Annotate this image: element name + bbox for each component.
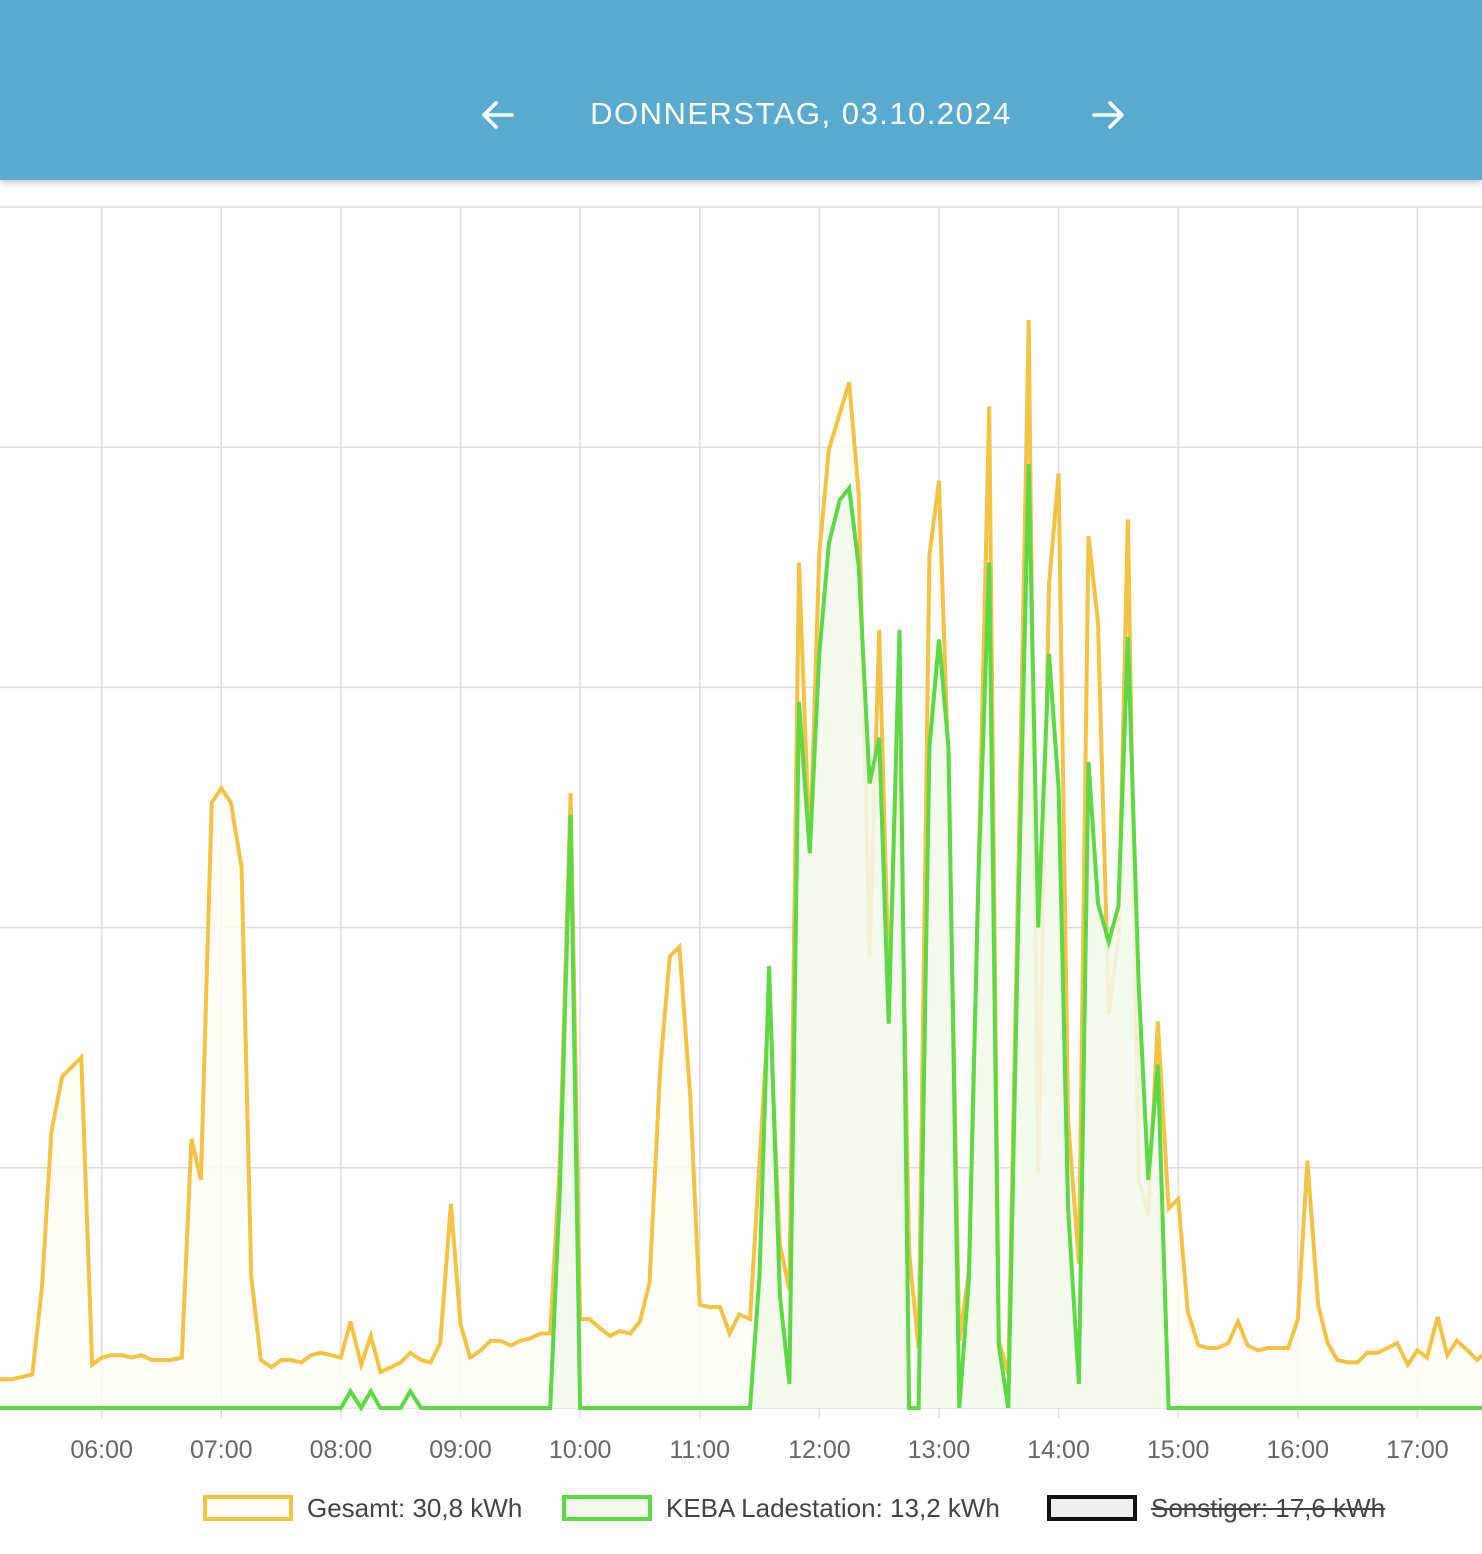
legend-item-keba[interactable]: KEBA Ladestation: 13,2 kWh — [562, 1488, 1000, 1528]
arrow-right-icon — [1092, 101, 1124, 129]
x-tick-label: 09:00 — [429, 1436, 492, 1464]
chart-series — [0, 319, 1482, 1412]
next-day-button[interactable] — [1086, 93, 1130, 137]
series-area-0 — [0, 319, 1482, 1408]
chart-legend: Gesamt: 30,8 kWh KEBA Ladestation: 13,2 … — [0, 1488, 1482, 1528]
x-tick-label: 08:00 — [310, 1436, 373, 1464]
date-title: DONNERSTAG, 03.10.2024 — [590, 96, 1012, 131]
x-tick-label: 16:00 — [1267, 1436, 1330, 1464]
legend-swatch — [1047, 1495, 1137, 1521]
energy-chart: 06:00 07:00 08:00 09:00 10:00 11:00 12:00 13:00… — [0, 206, 1482, 1464]
legend-item-gesamt[interactable]: Gesamt: 30,8 kWh — [203, 1488, 522, 1528]
legend-label: KEBA Ladestation: 13,2 kWh — [666, 1492, 1000, 1523]
app-header: DONNERSTAG, 03.10.2024 — [0, 0, 1482, 180]
previous-day-button[interactable] — [476, 93, 520, 137]
series-line-1 — [0, 463, 1482, 1412]
legend-swatch — [562, 1495, 652, 1521]
x-tick-label: 06:00 — [70, 1436, 133, 1464]
x-tick-label: 11:00 — [669, 1436, 730, 1464]
legend-label: Gesamt: 30,8 kWh — [307, 1492, 523, 1523]
x-tick-label: 17:00 — [1386, 1436, 1449, 1464]
x-axis: 06:00 07:00 08:00 09:00 10:00 11:00 12:00 13:00… — [70, 1436, 1449, 1464]
x-tick-label: 10:00 — [549, 1436, 612, 1464]
x-tick-label: 07:00 — [190, 1436, 253, 1464]
legend-label: Sonstiger: 17,6 kWh — [1151, 1492, 1386, 1523]
x-tick-label: 14:00 — [1027, 1436, 1090, 1464]
arrow-left-icon — [482, 101, 514, 129]
x-tick-label: 12:00 — [788, 1436, 851, 1464]
x-tick-label: 15:00 — [1147, 1436, 1210, 1464]
series-line-0 — [0, 319, 1482, 1382]
legend-swatch — [203, 1495, 293, 1521]
x-tick-label: 13:00 — [908, 1436, 971, 1464]
series-area-1 — [0, 464, 1482, 1408]
legend-item-sonstiger[interactable]: Sonstiger: 17,6 kWh — [1047, 1488, 1385, 1528]
